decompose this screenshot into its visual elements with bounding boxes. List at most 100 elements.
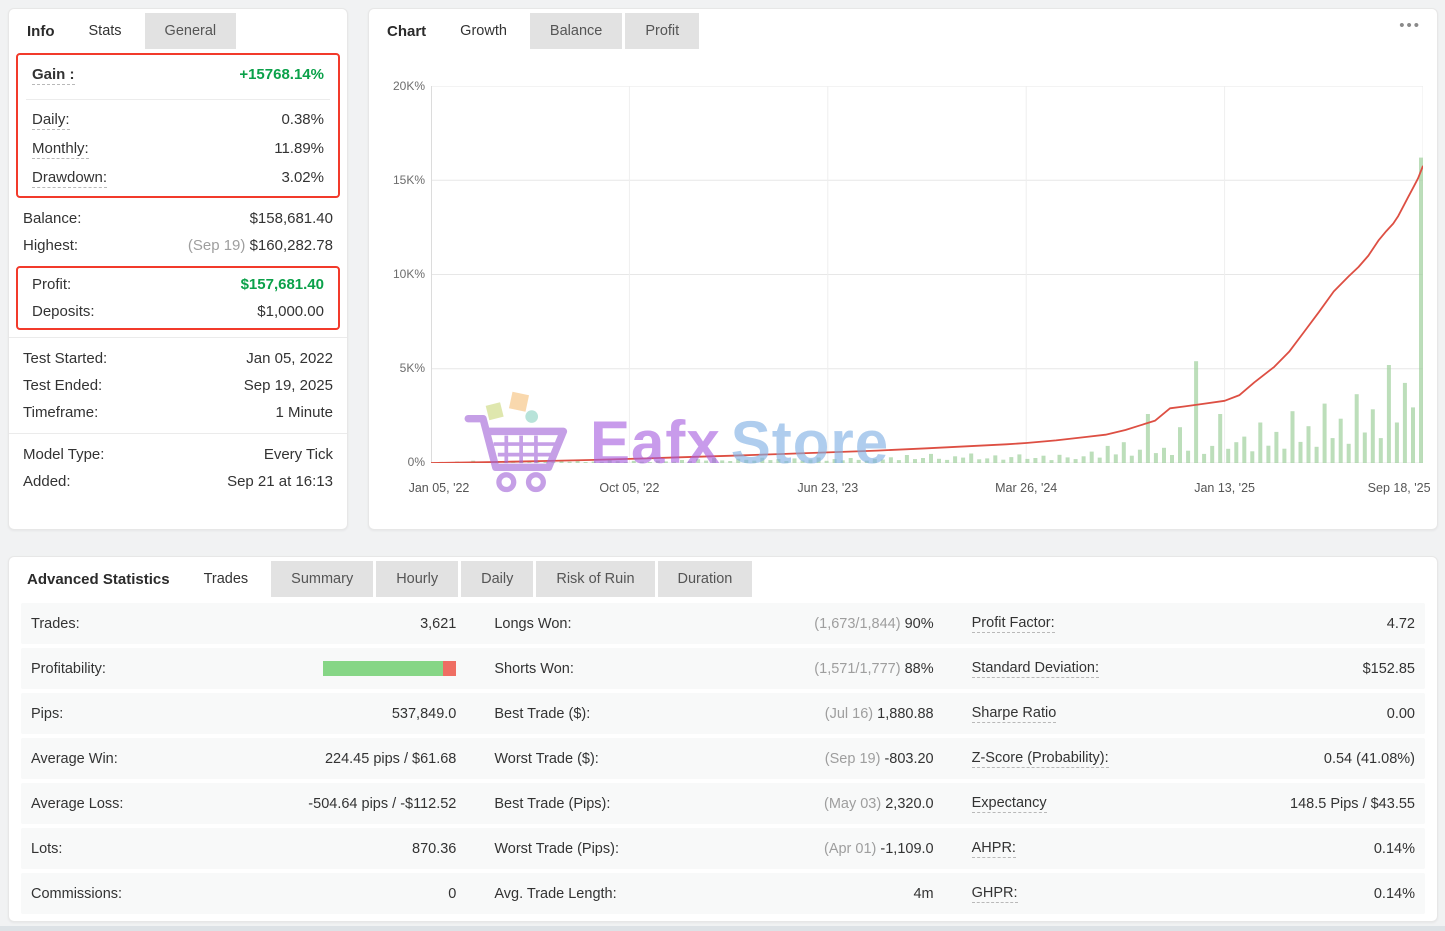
stat-label: Avg. Trade Length: [494,885,617,902]
balance-label: Balance: [23,210,82,227]
gain-highlight-box: Gain : +15768.14% Daily: 0.38% Monthly: … [16,53,340,198]
stat-value: 0.14% [1373,840,1415,857]
x-tick-5: Sep 18, '25 [1367,481,1431,495]
added-value: Sep 21 at 16:13 [227,473,333,490]
profitability-bar-green [323,661,444,676]
profitability-cell: Profitability: [21,661,484,677]
tab-duration[interactable]: Duration [657,561,753,597]
tab-hourly[interactable]: Hourly [376,561,459,597]
info-panel-title: Info [27,23,55,40]
timeframe-row: Timeframe: 1 Minute [9,399,347,426]
stat-label[interactable]: Expectancy [971,794,1047,813]
monthly-value: 11.89% [274,140,324,157]
standard-deviation-cell: Standard Deviation: $152.85 [962,660,1425,678]
stat-label[interactable]: Sharpe Ratio [971,704,1057,723]
profit-label: Profit: [32,276,72,293]
stat-label: Average Loss: [31,795,124,812]
stat-value: 4m [913,885,934,902]
stat-label: Average Win: [31,750,118,767]
stat-value: 870.36 [412,840,457,857]
shorts-won-cell: Shorts Won: (1,571/1,777) 88% [484,661,961,677]
stat-label[interactable]: AHPR: [971,839,1016,858]
more-options-icon[interactable]: ••• [1399,17,1421,34]
drawdown-value: 3.02% [281,169,324,186]
growth-chart-plot-area [431,86,1423,463]
average-loss-cell: Average Loss: -504.64 pips / -$112.52 [21,796,484,812]
z-score-cell: Z-Score (Probability): 0.54 (41.08%) [962,750,1425,768]
table-row: Commissions: 0 Avg. Trade Length: 4m GHP… [21,873,1425,914]
test-ended-value: Sep 19, 2025 [243,377,333,394]
highest-value: $160,282.78 [249,237,333,254]
table-row: Profitability: Shorts Won: (1,571/1,777)… [21,648,1425,689]
drawdown-label[interactable]: Drawdown: [32,169,108,188]
tab-stats[interactable]: Stats [68,13,142,49]
chart-panel-title: Chart [387,23,427,40]
deposits-value: $1,000.00 [257,303,324,320]
y-tick-10k: 10K% [392,267,425,281]
stat-label: Worst Trade (Pips): [494,840,619,857]
stat-prefix: (Apr 01) [823,840,877,857]
stat-prefix: (May 03) [823,795,882,812]
daily-value: 0.38% [281,111,324,128]
profit-value: $157,681.40 [240,276,324,293]
table-row: Average Loss: -504.64 pips / -$112.52 Be… [21,783,1425,824]
divider [9,337,347,338]
x-tick-4: Jan 13, '25 [1194,481,1255,495]
stat-label: Best Trade ($): [494,705,591,722]
x-tick-2: Jun 23, '23 [797,481,859,495]
tab-growth[interactable]: Growth [440,13,527,49]
lots-cell: Lots: 870.36 [21,841,484,857]
tab-general[interactable]: General [144,13,237,49]
added-label: Added: [23,473,71,490]
avg-trade-length-cell: Avg. Trade Length: 4m [484,886,961,902]
tab-trades[interactable]: Trades [183,561,269,597]
stat-label[interactable]: Profit Factor: [971,614,1055,633]
stat-value: 224.45 pips / $61.68 [324,750,457,767]
gain-value: +15768.14% [239,66,324,83]
divider [9,433,347,434]
tab-summary[interactable]: Summary [271,561,374,597]
test-started-value: Jan 05, 2022 [246,350,333,367]
gain-label[interactable]: Gain : [32,66,75,85]
highest-date: (Sep 19) [187,237,246,254]
y-tick-0: 0% [407,455,425,469]
profit-highlight-box: Profit: $157,681.40 Deposits: $1,000.00 [16,266,340,330]
stat-prefix: (1,571/1,777) [814,660,901,677]
stat-value: 88% [904,660,934,677]
balance-row: Balance: $158,681.40 [9,205,347,232]
longs-won-cell: Longs Won: (1,673/1,844) 90% [484,616,961,632]
tab-risk-of-ruin[interactable]: Risk of Ruin [536,561,655,597]
table-row: Trades: 3,621 Longs Won: (1,673/1,844) 9… [21,603,1425,644]
timeframe-label: Timeframe: [23,404,99,421]
chart-tabbar: Chart Growth Balance Profit ••• [369,9,1437,49]
info-panel: Info Stats General Gain : +15768.14% Dai… [8,8,348,530]
tab-balance[interactable]: Balance [529,13,623,49]
tab-profit[interactable]: Profit [625,13,700,49]
stat-label[interactable]: GHPR: [971,884,1018,903]
deposits-label: Deposits: [32,303,95,320]
stat-value: 148.5 Pips / $43.55 [1290,795,1415,812]
stat-label[interactable]: Standard Deviation: [971,659,1099,678]
stat-prefix: (Jul 16) [824,705,874,722]
stat-value: -803.20 [884,750,934,767]
timeframe-value: 1 Minute [275,404,333,421]
table-row: Lots: 870.36 Worst Trade (Pips): (Apr 01… [21,828,1425,869]
tab-daily[interactable]: Daily [461,561,534,597]
stats-panel-title: Advanced Statistics [27,571,170,588]
divider [26,99,330,100]
monthly-label[interactable]: Monthly: [32,140,89,159]
trades-cell: Trades: 3,621 [21,616,484,632]
x-tick-1: Oct 05, '22 [599,481,660,495]
profitability-bar [323,661,457,676]
stat-label: Pips: [31,705,64,722]
pips-cell: Pips: 537,849.0 [21,706,484,722]
stat-value: -504.64 pips / -$112.52 [308,795,457,812]
test-started-label: Test Started: [23,350,108,367]
daily-label[interactable]: Daily: [32,111,70,130]
stat-label: Commissions: [31,885,123,902]
profit-row: Profit: $157,681.40 [18,271,338,298]
deposits-row: Deposits: $1,000.00 [18,298,338,325]
stat-prefix: (1,673/1,844) [814,615,901,632]
stat-label[interactable]: Z-Score (Probability): [971,749,1109,768]
highest-label: Highest: [23,237,79,254]
